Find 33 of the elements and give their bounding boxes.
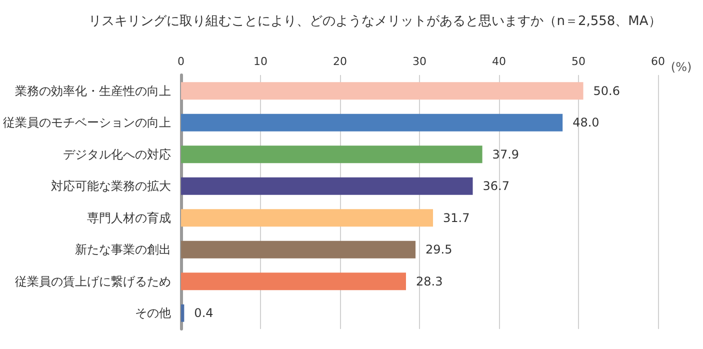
data-label: 36.7 bbox=[482, 179, 510, 194]
bar bbox=[181, 240, 416, 258]
y-tick-label: その他 bbox=[135, 306, 171, 320]
bar bbox=[181, 272, 406, 290]
y-tick-label: 従業員のモチベーションの向上 bbox=[3, 116, 171, 130]
y-tick-label: デジタル化への対応 bbox=[63, 147, 171, 162]
data-label: 28.3 bbox=[416, 274, 443, 288]
y-tick-label: 従業員の賃上げに繋げるため bbox=[15, 274, 171, 288]
y-tick-label: 専門人材の育成 bbox=[87, 210, 171, 225]
x-tick-label: 60 bbox=[651, 55, 665, 68]
data-label: 29.5 bbox=[426, 242, 452, 257]
y-tick-label: 新たな事業の創出 bbox=[75, 242, 171, 257]
data-label: 48.0 bbox=[572, 116, 600, 130]
bar bbox=[181, 304, 184, 322]
data-label: 0.4 bbox=[194, 306, 214, 320]
x-tick-label: 40 bbox=[492, 55, 506, 68]
x-tick-label: 0 bbox=[178, 55, 184, 68]
x-tick-label: 10 bbox=[254, 55, 268, 68]
data-label: 50.6 bbox=[593, 84, 620, 98]
bar bbox=[181, 82, 584, 100]
data-label: 31.7 bbox=[443, 210, 470, 225]
data-label: 37.9 bbox=[492, 147, 520, 162]
x-axis-title: (%) bbox=[670, 60, 692, 74]
x-tick-label: 30 bbox=[412, 55, 426, 68]
bar bbox=[181, 177, 473, 195]
bar bbox=[181, 209, 434, 227]
bar bbox=[181, 114, 563, 132]
x-tick-label: 50 bbox=[572, 55, 586, 68]
chart-title: リスキリングに取り組むことにより、どのようなメリットがあると思いますか（n＝2,558、MA） bbox=[88, 14, 662, 29]
y-tick-label: 業務の効率化・生産性の向上 bbox=[15, 84, 171, 98]
x-tick-label: 20 bbox=[333, 55, 347, 68]
y-tick-label: 対応可能な業務の拡大 bbox=[51, 179, 171, 194]
bar bbox=[181, 146, 482, 164]
